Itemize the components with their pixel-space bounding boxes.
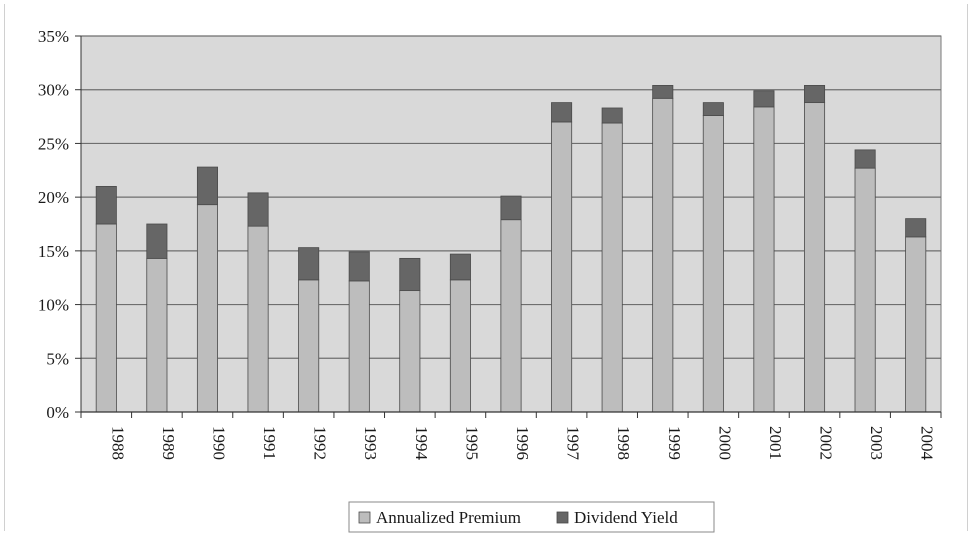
- x-tick-label: 1991: [260, 426, 279, 460]
- bar-dividend-yield-1998: [601, 107, 623, 124]
- bar-dividend-yield-2002: [804, 85, 826, 104]
- x-tick-label: 1994: [412, 426, 431, 461]
- x-tick-label: 1989: [159, 426, 178, 460]
- bar-annualized-premium-2003: [854, 167, 876, 413]
- bar-dividend-yield-2003: [854, 149, 876, 169]
- x-tick-label: 2004: [918, 426, 937, 461]
- bar-annualized-premium-1992: [298, 279, 320, 413]
- bar-annualized-premium-2001: [753, 106, 775, 413]
- bar-dividend-yield-1992: [298, 247, 320, 281]
- x-tick-label: 2003: [867, 426, 886, 460]
- x-tick-label: 1999: [665, 426, 684, 460]
- y-tick-label: 20%: [38, 188, 69, 207]
- x-tick-label: 1990: [209, 426, 228, 460]
- y-tick-label: 35%: [38, 27, 69, 46]
- legend-box: [348, 501, 715, 533]
- bar-annualized-premium-2002: [804, 102, 826, 413]
- bars: [95, 85, 927, 413]
- y-tick-label: 10%: [38, 296, 69, 315]
- bar-dividend-yield-1996: [500, 195, 522, 221]
- bar-dividend-yield-2001: [753, 90, 775, 108]
- bar-annualized-premium-1995: [449, 279, 471, 413]
- bar-annualized-premium-1989: [146, 257, 168, 413]
- bar-annualized-premium-2000: [702, 115, 724, 413]
- bar-dividend-yield-1988: [95, 185, 117, 225]
- bar-dividend-yield-1990: [196, 166, 218, 206]
- bar-dividend-yield-1991: [247, 192, 269, 227]
- x-tick-label: 1998: [614, 426, 633, 460]
- x-tick-label: 1992: [311, 426, 330, 460]
- x-tick-labels: 1988 1989 1990 1991 1992 1993 1994 1995 1996 1997…: [108, 426, 936, 461]
- bar-annualized-premium-1991: [247, 225, 269, 413]
- bar-dividend-yield-1999: [652, 85, 674, 99]
- x-tick-label: 1996: [513, 426, 532, 460]
- bar-annualized-premium-1990: [196, 204, 218, 413]
- x-tick-label: 1993: [361, 426, 380, 460]
- bar-dividend-yield-1989: [146, 223, 168, 259]
- legend: Annualized Premium Dividend Yield: [348, 501, 715, 533]
- legend-swatch-dividend-yield: [556, 511, 569, 524]
- bar-annualized-premium-1994: [399, 290, 421, 413]
- legend-swatch-annualized-premium: [358, 511, 371, 524]
- bar-annualized-premium-1996: [500, 219, 522, 413]
- x-tick-label: 1988: [108, 426, 127, 460]
- bar-annualized-premium-2004: [905, 236, 927, 413]
- y-tick-labels: 0% 5% 10% 15% 20% 25% 30% 35%: [38, 27, 69, 422]
- x-tick-label: 2001: [766, 426, 785, 460]
- bar-annualized-premium-1999: [652, 97, 674, 413]
- y-tick-label: 15%: [38, 242, 69, 261]
- legend-label-dividend-yield: Dividend Yield: [574, 508, 678, 527]
- y-tick-label: 5%: [46, 349, 69, 368]
- x-tick-label: 1997: [564, 426, 583, 461]
- legend-label-annualized-premium: Annualized Premium: [376, 508, 521, 527]
- bar-dividend-yield-1993: [348, 251, 370, 282]
- bar-dividend-yield-1995: [449, 253, 471, 281]
- bar-annualized-premium-1998: [601, 122, 623, 413]
- bar-annualized-premium-1993: [348, 280, 370, 413]
- x-tick-label: 1995: [462, 426, 481, 460]
- bar-annualized-premium-1997: [551, 121, 573, 413]
- bar-dividend-yield-2000: [702, 102, 724, 116]
- bar-dividend-yield-1994: [399, 257, 421, 292]
- bar-dividend-yield-1997: [551, 102, 573, 123]
- y-tick-label: 30%: [38, 81, 69, 100]
- x-tick-label: 2000: [715, 426, 734, 460]
- y-tick-label: 0%: [46, 403, 69, 422]
- bar-annualized-premium-1988: [95, 223, 117, 413]
- x-tick-label: 2002: [817, 426, 836, 460]
- bar-dividend-yield-2004: [905, 218, 927, 238]
- axes: [75, 35, 942, 418]
- y-tick-label: 25%: [38, 134, 69, 153]
